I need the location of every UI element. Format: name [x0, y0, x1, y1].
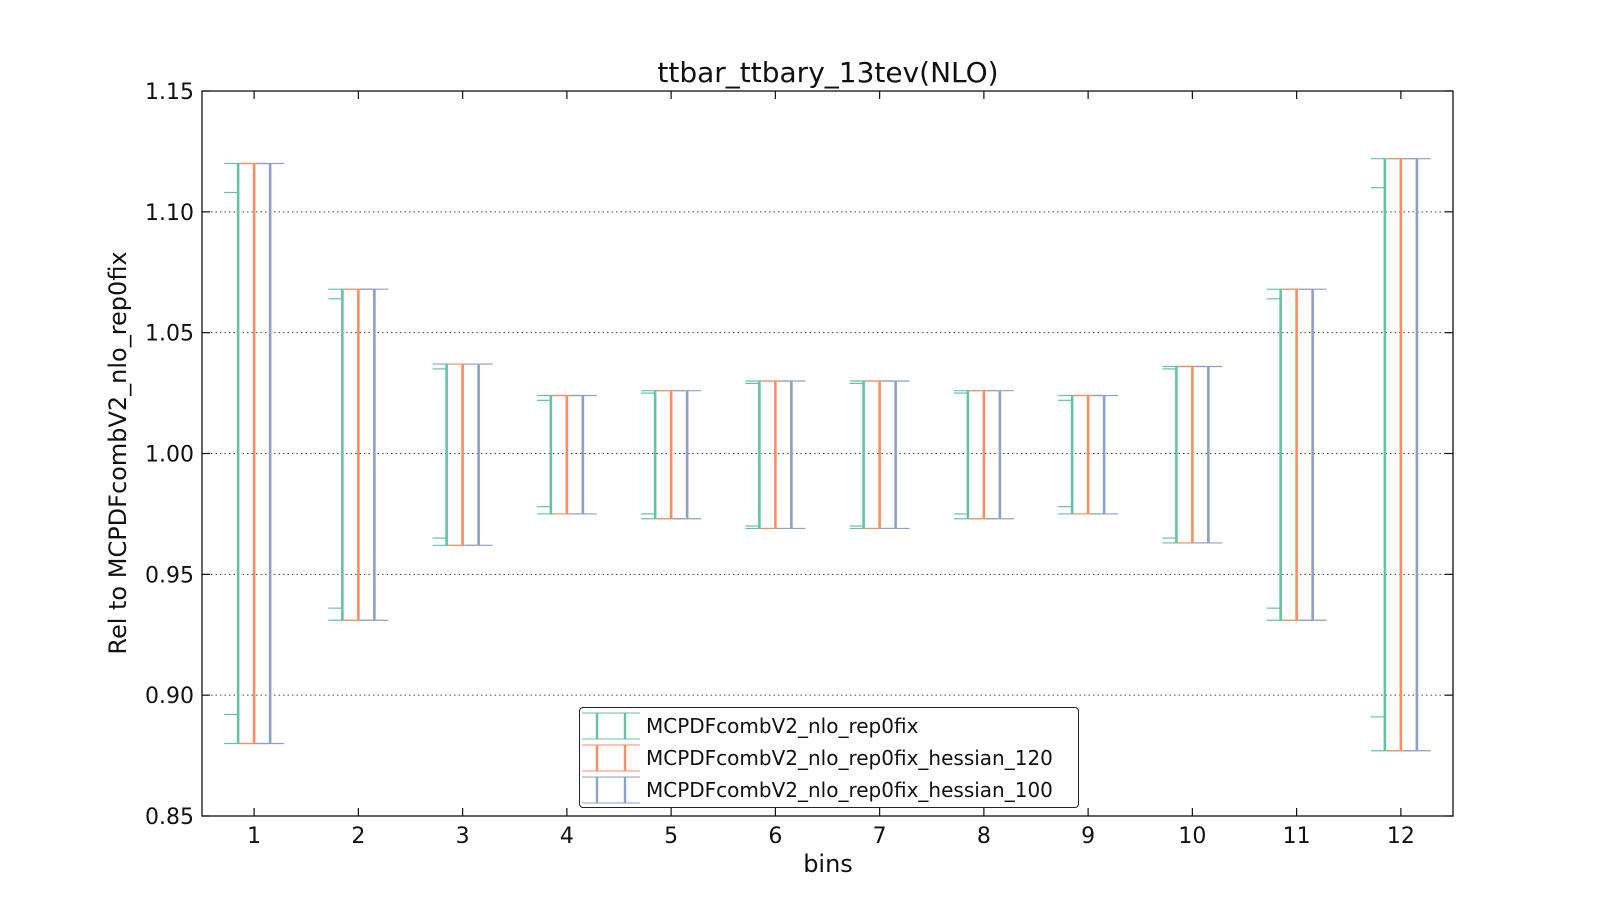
legend: MCPDFcombV2_nlo_rep0fix MCPDFcombV2_nlo_…	[579, 707, 1079, 808]
x-tick-label: 3	[456, 824, 470, 849]
x-axis: 1 2 3 4 5 6 7 8 9 10 11 12	[247, 91, 1415, 849]
x-axis-label: bins	[803, 850, 853, 878]
x-tick-label: 10	[1178, 824, 1206, 849]
legend-swatch-icon	[582, 744, 640, 772]
x-tick-label: 8	[977, 824, 991, 849]
y-tick-label: 1.15	[145, 80, 194, 105]
legend-label: MCPDFcombV2_nlo_rep0fix_hessian_100	[646, 778, 1053, 802]
y-tick-label: 1.10	[145, 201, 194, 226]
legend-swatch-icon	[582, 776, 640, 804]
x-tick-label: 5	[664, 824, 678, 849]
y-tick-label: 0.85	[145, 805, 194, 830]
x-tick-label: 2	[351, 824, 365, 849]
y-axis: 0.85 0.90 0.95 1.00 1.05 1.10 1.15	[145, 80, 1453, 830]
y-axis-label: Rel to MCPDFcombV2_nlo_rep0fix	[104, 251, 132, 654]
x-tick-label: 1	[247, 824, 261, 849]
y-tick-label: 1.00	[145, 443, 194, 468]
legend-label: MCPDFcombV2_nlo_rep0fix	[646, 714, 919, 738]
chart-title: ttbar_ttbary_13tev(NLO)	[657, 56, 998, 89]
y-tick-label: 0.90	[145, 684, 194, 709]
x-tick-label: 9	[1081, 824, 1095, 849]
legend-item: MCPDFcombV2_nlo_rep0fix	[580, 711, 1078, 741]
legend-swatch-icon	[582, 712, 640, 740]
y-tick-label: 1.05	[145, 322, 194, 347]
legend-label: MCPDFcombV2_nlo_rep0fix_hessian_120	[646, 746, 1053, 770]
error-bars	[224, 158, 1431, 752]
x-tick-label: 11	[1283, 824, 1311, 849]
x-tick-label: 6	[768, 824, 782, 849]
legend-item: MCPDFcombV2_nlo_rep0fix_hessian_100	[580, 775, 1078, 805]
x-tick-label: 7	[873, 824, 887, 849]
legend-item: MCPDFcombV2_nlo_rep0fix_hessian_120	[580, 743, 1078, 773]
y-tick-label: 0.95	[145, 563, 194, 588]
x-tick-label: 12	[1387, 824, 1415, 849]
x-tick-label: 4	[560, 824, 574, 849]
grid	[202, 211, 1453, 696]
